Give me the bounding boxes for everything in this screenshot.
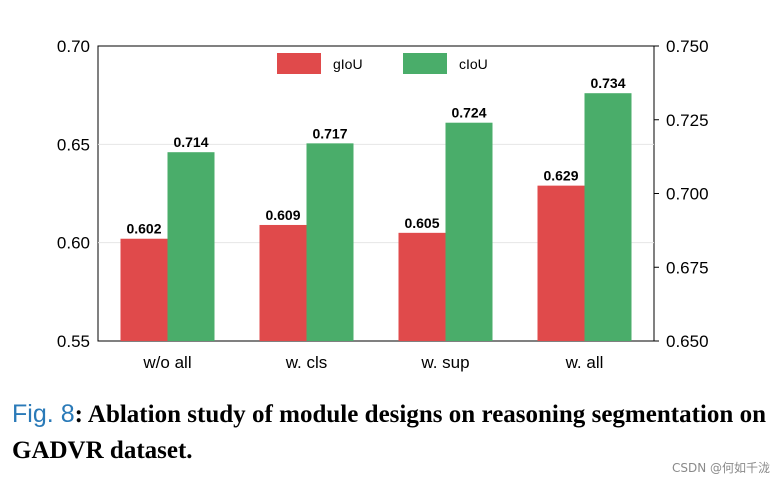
figure-label: Fig. 8 — [12, 400, 75, 428]
left-tick-label: 0.60 — [57, 234, 90, 253]
giou-bar — [259, 224, 307, 341]
data-label: 0.605 — [404, 215, 439, 231]
bar-chart: 0.602 0.714 0.609 0.717 0.605 0.724 0.629 0.734… — [57, 37, 709, 372]
ciou-bar — [306, 143, 354, 341]
giou-bar — [537, 185, 585, 341]
x-axis: w/o all w. cls w. sup w. all — [142, 353, 603, 372]
giou-bar — [120, 238, 168, 341]
caption-text: : Ablation study of module designs on re… — [12, 401, 766, 464]
x-tick-label: w. all — [565, 353, 604, 372]
legend: gIoU cIoU — [277, 53, 488, 74]
data-label: 0.629 — [543, 168, 578, 184]
bars — [120, 93, 632, 341]
left-axis: 0.55 0.60 0.65 0.70 — [57, 37, 90, 351]
right-tick-label: 0.700 — [666, 185, 709, 204]
x-tick-label: w/o all — [142, 353, 191, 372]
left-tick-label: 0.70 — [57, 37, 90, 56]
right-axis: 0.650 0.675 0.700 0.725 0.750 — [654, 37, 709, 351]
x-tick-label: w. cls — [285, 353, 328, 372]
right-tick-label: 0.725 — [666, 111, 709, 130]
data-label: 0.609 — [265, 207, 300, 223]
data-label: 0.734 — [590, 75, 625, 91]
left-tick-label: 0.55 — [57, 332, 90, 351]
ciou-bar — [445, 122, 493, 341]
data-label: 0.717 — [312, 125, 347, 141]
watermark: CSDN @何如千泷 — [671, 461, 770, 475]
giou-bar — [398, 232, 446, 341]
data-label: 0.602 — [126, 221, 161, 237]
ciou-bar — [584, 93, 632, 341]
ciou-legend-swatch — [403, 53, 447, 74]
data-label: 0.714 — [173, 134, 208, 150]
x-tick-label: w. sup — [420, 353, 469, 372]
data-labels: 0.602 0.714 0.609 0.717 0.605 0.724 0.629 0.734 — [126, 75, 625, 237]
right-tick-label: 0.675 — [666, 258, 709, 277]
legend-label: cIoU — [459, 56, 488, 72]
right-tick-label: 0.650 — [666, 332, 709, 351]
left-tick-label: 0.65 — [57, 135, 90, 154]
ciou-bar — [167, 152, 215, 341]
figure-caption: Fig. 8: Ablation study of module designs… — [12, 396, 766, 469]
giou-legend-swatch — [277, 53, 321, 74]
right-tick-label: 0.750 — [666, 37, 709, 56]
legend-label: gIoU — [333, 56, 363, 72]
data-label: 0.724 — [451, 105, 486, 121]
